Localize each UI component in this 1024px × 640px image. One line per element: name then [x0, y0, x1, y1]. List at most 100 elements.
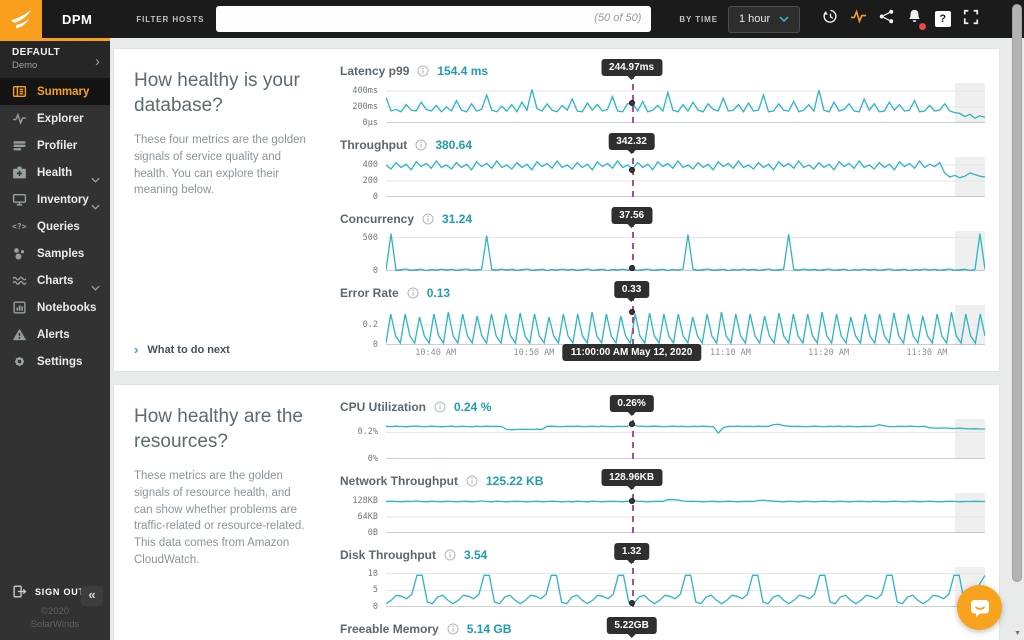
chart-header: Disk Throughput3.54	[340, 543, 985, 567]
sidebar-item-label: Profiler	[37, 140, 77, 152]
solarwinds-logo[interactable]	[0, 0, 42, 38]
sidebar-item-notebooks[interactable]: Notebooks	[0, 294, 110, 321]
info-icon[interactable]	[447, 623, 459, 635]
env-name: DEFAULT	[12, 47, 100, 58]
inventory-icon	[12, 192, 27, 207]
topbar-icons: ?	[822, 11, 979, 28]
copyright: ©2020 SolarWinds	[0, 606, 110, 636]
refresh-history-button[interactable]	[822, 11, 839, 28]
info-icon[interactable]	[422, 213, 434, 225]
info-icon[interactable]	[415, 139, 427, 151]
chart-current-value: 0.13	[427, 286, 450, 300]
scrollbar-down-arrow[interactable]: ▼	[1014, 630, 1021, 637]
time-range-select[interactable]: 1 hour	[728, 6, 800, 33]
y-axis-tick: 400	[363, 160, 378, 170]
env-subtitle: Demo	[12, 60, 100, 71]
filter-hosts-input[interactable]	[216, 6, 651, 32]
chevron-right-icon: ›	[95, 53, 100, 70]
sign-out-label: SIGN OUT	[35, 587, 85, 597]
cursor-date-tooltip: 11:00:00 AM May 12, 2020	[562, 344, 701, 361]
cursor-dot	[629, 309, 635, 315]
sidebar-item-settings[interactable]: Settings	[0, 348, 110, 375]
chart-plot[interactable]: 244.97ms	[386, 83, 985, 123]
sidebar-item-health[interactable]: Health	[0, 159, 110, 186]
chart-title: Freeable Memory	[340, 622, 439, 636]
info-icon[interactable]	[434, 401, 446, 413]
info-icon[interactable]	[444, 549, 456, 561]
settings-icon	[12, 354, 27, 369]
y-axis-tick: 0%	[368, 454, 378, 464]
section-intro: How healthy are the resources? These met…	[114, 385, 326, 640]
app-title: DPM	[62, 12, 92, 27]
pulse-icon	[850, 8, 867, 30]
section-database-health: How healthy is your database? These four…	[113, 48, 1000, 372]
env-switcher[interactable]: DEFAULT Demo ›	[0, 38, 110, 78]
chart-throughput: Throughput380.644002000342.32	[340, 133, 985, 197]
chart-plot[interactable]: 37.56	[386, 231, 985, 271]
y-axis-tick: 0.2%	[358, 427, 378, 437]
cursor-value-tooltip: 5.22GB	[606, 617, 656, 634]
chart-title: Disk Throughput	[340, 548, 436, 562]
chart-plot[interactable]: 0.33	[386, 305, 985, 345]
time-axis-tick: 11:20 AM	[808, 348, 849, 358]
chart-concurrency: Concurrency31.24500037.56	[340, 207, 985, 271]
chat-button[interactable]	[957, 585, 1002, 630]
chart-disk-throughput: Disk Throughput3.5410501.32	[340, 543, 985, 607]
chat-bubble-icon	[968, 596, 992, 620]
notifications-button[interactable]	[906, 11, 923, 28]
main-content: How healthy is your database? These four…	[110, 38, 1010, 640]
chart-freeable-memory: Freeable Memory5.14 GB5.22GB	[340, 617, 985, 640]
info-icon[interactable]	[407, 287, 419, 299]
sidebar-item-summary[interactable]: Summary	[0, 78, 110, 105]
host-count: (50 of 50)	[594, 12, 641, 24]
sidebar-item-queries[interactable]: <?>Queries	[0, 213, 110, 240]
info-icon[interactable]	[466, 475, 478, 487]
share-button[interactable]	[878, 11, 895, 28]
charts-icon	[12, 273, 27, 288]
y-axis-tick: 500	[363, 233, 378, 243]
chart-plot[interactable]: 128.96KB	[386, 493, 985, 533]
sidebar-item-explorer[interactable]: Explorer	[0, 105, 110, 132]
chart-plot[interactable]: 342.32	[386, 157, 985, 197]
chart-plot[interactable]: 0.26%	[386, 419, 985, 459]
database-charts: Latency p99154.4 ms400ms200ms0μs244.97ms…	[326, 49, 999, 371]
sidebar-item-alerts[interactable]: Alerts	[0, 321, 110, 348]
y-axis-labels: 0.2%0%	[340, 419, 386, 459]
time-axis-tick: 10:50 AM	[513, 348, 554, 358]
chart-header: Network Throughput125.22 KB	[340, 469, 985, 493]
solarwinds-swirl-icon	[8, 6, 34, 32]
sidebar-item-label: Explorer	[37, 113, 84, 125]
collapse-sidebar-button[interactable]: «	[81, 586, 103, 606]
y-axis-tick: 0B	[368, 528, 378, 538]
chart-body: 0.2%0%0.26%	[340, 419, 985, 459]
sidebar-item-inventory[interactable]: Inventory	[0, 186, 110, 213]
y-axis-labels: 0.20	[340, 305, 386, 345]
chart-current-value: 380.64	[435, 138, 472, 152]
chart-header: Error Rate0.13	[340, 281, 985, 305]
summary-icon	[12, 84, 27, 99]
explorer-icon	[12, 111, 27, 126]
section-description: These four metrics are the golden signal…	[134, 132, 326, 199]
chevron-right-icon: ›	[134, 342, 138, 357]
help-button[interactable]: ?	[934, 11, 951, 28]
cursor-value-tooltip: 0.33	[614, 281, 649, 298]
sidebar-item-charts[interactable]: Charts	[0, 267, 110, 294]
cursor-value-tooltip: 0.26%	[609, 395, 653, 412]
info-icon[interactable]	[417, 65, 429, 77]
y-axis-tick: 0μs	[363, 118, 378, 128]
cursor-dot	[629, 498, 635, 504]
chart-title: Network Throughput	[340, 474, 458, 488]
chart-body: 500037.56	[340, 231, 985, 271]
chart-header: Concurrency31.24	[340, 207, 985, 231]
y-axis-tick: 400ms	[352, 86, 378, 96]
explorer-shortcut-button[interactable]	[850, 11, 867, 28]
sidebar-item-profiler[interactable]: Profiler	[0, 132, 110, 159]
scrollbar-thumb[interactable]	[1012, 4, 1022, 582]
y-axis-tick: 0.2	[363, 320, 378, 330]
chart-plot[interactable]: 1.32	[386, 567, 985, 607]
sidebar-item-samples[interactable]: Samples	[0, 240, 110, 267]
what-to-do-next-link[interactable]: › What to do next	[134, 342, 326, 357]
sidebar-item-label: Health	[37, 167, 72, 179]
fullscreen-button[interactable]	[962, 11, 979, 28]
time-axis-tick: 10:40 AM	[415, 348, 456, 358]
